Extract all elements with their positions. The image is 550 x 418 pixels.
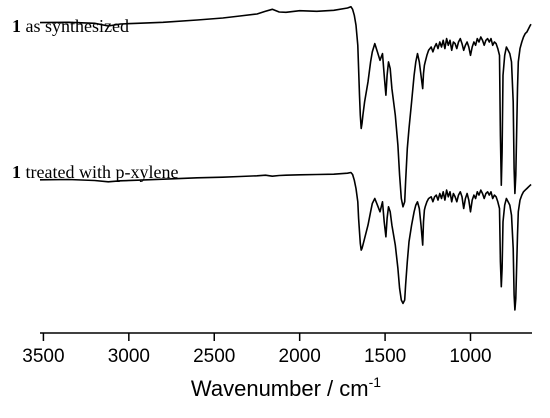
series-label-treated-p-xylene: 1 treated with p-xylene: [12, 162, 178, 182]
x-axis-title-superscript: -1: [369, 374, 382, 390]
x-tick-label-3500: 3500: [22, 346, 64, 367]
series-label-text: treated with p-xylene: [21, 162, 178, 182]
spectrum-line-as-synthesized: [39, 5, 532, 208]
x-tick-label-3000: 3000: [108, 346, 150, 367]
plot-area: [39, 5, 532, 311]
series-label-number: 1: [12, 162, 21, 182]
spectrum-line-treated-p-xylene: [39, 171, 532, 311]
x-tick-label-1500: 1500: [364, 346, 406, 367]
x-tick-label-1000: 1000: [449, 346, 491, 367]
x-axis-title-text: Wavenumber / cm: [191, 376, 369, 401]
x-axis-title: Wavenumber / cm-1: [191, 374, 381, 401]
series-label-text: as synthesized: [21, 16, 129, 36]
series-label-as-synthesized: 1 as synthesized: [12, 16, 129, 36]
x-tick-label-2500: 2500: [193, 346, 235, 367]
series-label-number: 1: [12, 16, 21, 36]
x-axis-ticks: 3500 3000 2500 2000 1500 1000: [22, 333, 492, 367]
x-tick-label-2000: 2000: [279, 346, 321, 367]
